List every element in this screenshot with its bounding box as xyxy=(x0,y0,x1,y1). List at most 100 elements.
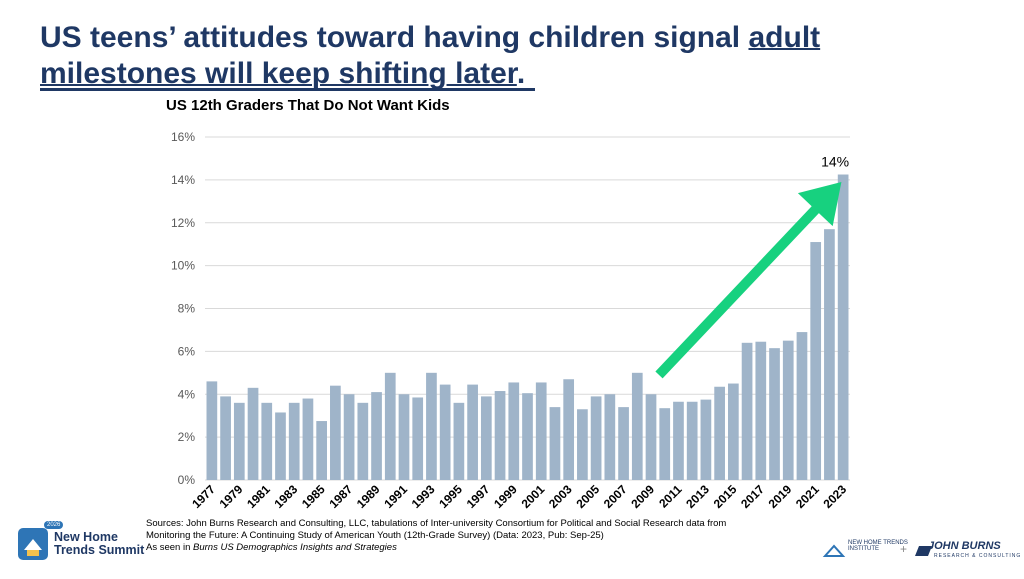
bar xyxy=(357,402,369,480)
x-tick-label: 1995 xyxy=(436,482,465,511)
bar xyxy=(727,383,739,480)
x-tick-label: 1989 xyxy=(354,482,383,511)
bar xyxy=(535,382,547,480)
summit-logo xyxy=(18,528,48,560)
bar xyxy=(522,393,533,480)
x-tick-label: 2009 xyxy=(628,482,657,511)
bar xyxy=(796,332,808,480)
jb-mark-icon xyxy=(915,546,932,556)
nht-house-icon xyxy=(822,544,846,557)
sources-text: Sources: John Burns Research and Consult… xyxy=(146,518,727,541)
headline-part1: US teens’ attitudes toward having childr… xyxy=(40,21,749,54)
jb-logo-sub: RESEARCH & CONSULTING xyxy=(934,553,1022,559)
bar xyxy=(261,402,273,480)
bar xyxy=(700,399,712,480)
y-tick-label: 16% xyxy=(171,130,195,144)
bar xyxy=(741,342,753,480)
bar xyxy=(206,381,218,480)
y-tick-label: 14% xyxy=(171,173,195,187)
y-tick-label: 0% xyxy=(178,473,196,487)
bar xyxy=(618,407,629,480)
x-tick-label: 2001 xyxy=(519,482,548,511)
x-tick-label: 1999 xyxy=(491,482,520,511)
bar xyxy=(453,402,465,480)
y-tick-label: 10% xyxy=(171,259,195,273)
headline-period: . xyxy=(516,57,526,90)
x-tick-label: 2017 xyxy=(738,482,767,511)
bar xyxy=(247,387,259,480)
x-tick-label: 2021 xyxy=(793,482,822,511)
trend-arrow-icon xyxy=(655,182,842,379)
x-tick-label: 2011 xyxy=(656,482,685,511)
summit-line1: New Home xyxy=(54,530,118,544)
bar xyxy=(220,396,231,480)
bar xyxy=(439,384,451,480)
bar xyxy=(563,379,575,480)
bar xyxy=(590,396,602,480)
bar xyxy=(824,229,835,480)
bar xyxy=(673,401,684,480)
x-tick-label: 1987 xyxy=(326,482,355,511)
headline-rule xyxy=(40,88,535,91)
bar xyxy=(316,421,328,480)
nht-line2: INSTITUTE xyxy=(848,546,879,552)
bar xyxy=(371,392,382,480)
bar xyxy=(467,384,478,480)
bar xyxy=(302,398,314,480)
bar xyxy=(714,386,725,480)
bar xyxy=(233,402,245,480)
nht-line1: NEW HOME TRENDS xyxy=(848,540,908,546)
x-tick-label: 1983 xyxy=(272,482,301,511)
bar xyxy=(755,341,767,480)
x-tick-label: 1997 xyxy=(464,482,493,511)
house-icon xyxy=(24,539,42,550)
summit-logo-base xyxy=(27,550,39,556)
sources-note: Sources: John Burns Research and Consult… xyxy=(146,518,736,554)
y-tick-label: 12% xyxy=(171,216,195,230)
x-tick-label: 2013 xyxy=(683,482,712,511)
plus-sign: + xyxy=(900,542,908,556)
page-headline: US teens’ attitudes toward having childr… xyxy=(40,20,940,92)
bar xyxy=(645,394,657,480)
bar xyxy=(288,402,300,480)
x-tick-label: 2005 xyxy=(573,482,602,511)
bar xyxy=(275,412,286,480)
x-tick-label: 2019 xyxy=(766,482,795,511)
x-tick-label: 2015 xyxy=(711,482,740,511)
sources-prefix: As seen in xyxy=(146,542,193,553)
summit-line2: Trends Summit xyxy=(54,543,145,557)
data-label: 14% xyxy=(821,154,849,170)
bar xyxy=(769,348,780,480)
x-tick-label: 1985 xyxy=(299,482,328,511)
bar xyxy=(549,407,561,480)
bar xyxy=(384,372,396,480)
x-tick-label: 2023 xyxy=(820,482,849,511)
bar xyxy=(480,396,492,480)
x-tick-label: 1979 xyxy=(217,482,246,511)
chart-title: US 12th Graders That Do Not Want Kids xyxy=(166,97,450,114)
y-tick-label: 6% xyxy=(178,344,196,358)
y-tick-label: 4% xyxy=(178,387,196,401)
x-tick-label: 2007 xyxy=(601,482,630,511)
bar xyxy=(604,394,616,480)
summit-title: New Home Trends Summit xyxy=(54,531,144,557)
x-tick-label: 2003 xyxy=(546,482,575,511)
headline-underlined: adult milestones will keep shifting late… xyxy=(40,21,821,90)
bar xyxy=(426,372,437,480)
bar xyxy=(686,401,698,480)
bar xyxy=(398,394,410,480)
bar xyxy=(782,340,794,480)
partner-logos xyxy=(822,544,932,557)
bar xyxy=(343,394,355,480)
bar xyxy=(577,409,588,480)
bar-chart: 0%2%4%6%8%10%12%14%16%197719791981198319… xyxy=(171,130,850,511)
y-tick-label: 8% xyxy=(178,302,196,316)
x-tick-label: 1993 xyxy=(409,482,438,511)
nht-logo-text: NEW HOME TRENDS INSTITUTE xyxy=(848,540,908,552)
bar xyxy=(330,385,341,480)
sources-publication: Burns US Demographics Insights and Strat… xyxy=(193,542,397,553)
bar xyxy=(494,391,506,480)
x-tick-label: 1981 xyxy=(244,482,273,511)
bar xyxy=(810,242,822,480)
y-tick-label: 2% xyxy=(178,430,196,444)
